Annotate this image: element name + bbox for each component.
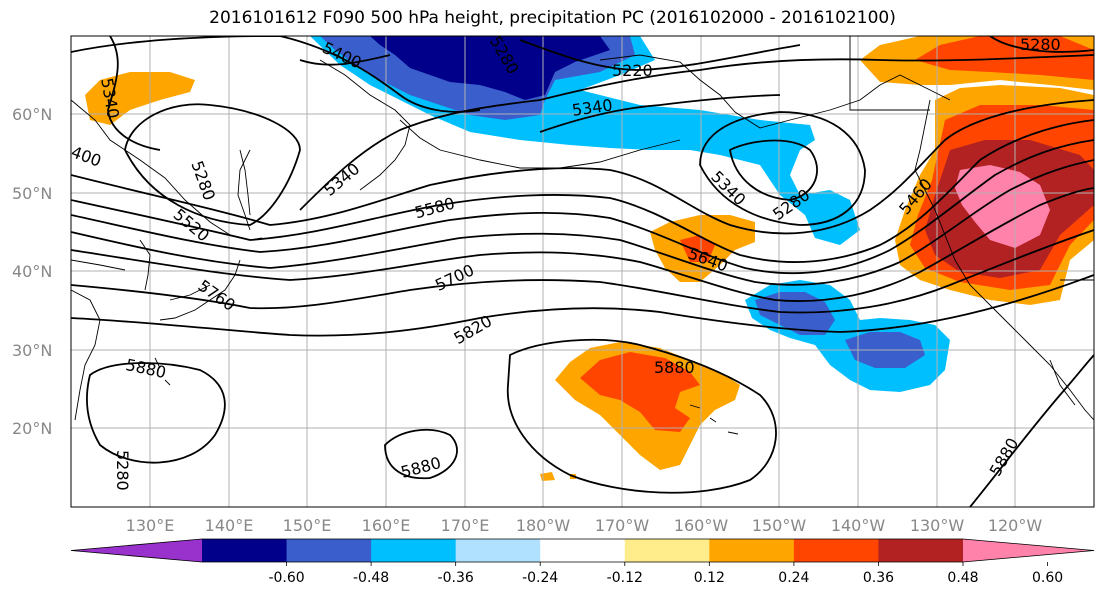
lon-label: 140°W [831, 516, 886, 535]
colorbar-tick-label: 0.60 [1032, 570, 1063, 586]
contour-5220-alaska [519, 39, 801, 71]
contour-label: 5220 [612, 61, 653, 80]
coast-kamchatka [319, 59, 441, 191]
lon-label: 160°E [362, 516, 411, 535]
map-title: 2016101612 F090 500 hPa height, precipit… [209, 8, 896, 28]
lon-label: 150°E [283, 516, 332, 535]
coast-border-box [849, 36, 1094, 281]
contour-5340-mid [299, 54, 1094, 211]
colorbar-extend-max [963, 539, 1094, 562]
lon-label: 120°W [988, 516, 1043, 535]
colorbar-bin [371, 539, 457, 562]
height-contours [71, 36, 1094, 507]
contour-5520 [71, 119, 1094, 263]
colorbar-tick-label: -0.12 [607, 570, 643, 586]
coast-hawaii [689, 404, 739, 435]
plot-frame [70, 35, 1095, 508]
colorbar-tick-label: -0.60 [268, 570, 304, 586]
coast-korea [71, 239, 151, 291]
colorbar-bin [878, 539, 964, 562]
lat-label: 20°N [12, 419, 52, 438]
coast-na-west [914, 99, 1094, 421]
lon-label: 130°E [126, 516, 175, 535]
contour-5340-alaska [539, 94, 781, 133]
lon-label: 140°E [205, 516, 254, 535]
contour-label: 5280 [1020, 35, 1061, 54]
coast-baja [1049, 359, 1076, 406]
colorbar-outline [70, 538, 1095, 563]
colorbar-bin [202, 539, 288, 562]
colorbar-bin [455, 539, 541, 562]
lon-label: 170°E [441, 516, 490, 535]
colorbar-tick-label: 0.12 [694, 570, 725, 586]
contour-5760 [71, 229, 1094, 314]
latitude-labels: 60°N 50°N 40°N 30°N 20°N [12, 105, 52, 438]
contour-label: 5280 [113, 450, 132, 491]
shade-pos-south-red [580, 352, 700, 432]
colorbar-bin [624, 539, 710, 562]
contour-5280-low [729, 139, 818, 201]
contour-5400-arc [299, 54, 391, 66]
graticule [71, 36, 1094, 507]
contour-5700 [71, 187, 1094, 302]
lat-label: 60°N [12, 105, 52, 124]
map-plot-area: 5340 5400 5280 5220 5340 5340 5280 5580 … [71, 35, 1094, 507]
colorbar-extend-min [71, 539, 202, 562]
coast-sakhalin [239, 149, 251, 216]
contour-5880-central [506, 338, 777, 494]
colorbar-tick-label: -0.24 [522, 570, 558, 586]
contour-5880-small [384, 428, 458, 480]
lat-label: 50°N [12, 184, 52, 203]
longitude-labels: 130°E 140°E 150°E 160°E 170°E 180°W 170°… [126, 516, 1043, 535]
coast-china [71, 289, 101, 421]
colorbar-bin [540, 539, 626, 562]
negative-pc-shading [310, 36, 950, 392]
contour-5580 [71, 139, 1094, 275]
colorbar-tick-label: 0.24 [778, 570, 809, 586]
lon-label: 160°W [674, 516, 729, 535]
colorbar-bin [793, 539, 879, 562]
shade-pos-nw [85, 72, 195, 125]
contour-5880-west [86, 362, 226, 464]
colorbar-bin [286, 539, 372, 562]
colorbar-tick-label: -0.48 [353, 570, 389, 586]
contour-5280-nw [124, 103, 301, 226]
lat-label: 40°N [12, 262, 52, 281]
colorbar-tick-label: -0.36 [438, 570, 474, 586]
shade-pos-east-pink [955, 165, 1050, 248]
contour-5640 [71, 159, 1094, 286]
colorbar: -0.60 -0.48 -0.36 -0.24 -0.12 0.12 0.24 0.36 0.4… [70, 538, 1095, 586]
lon-label: 170°W [595, 516, 650, 535]
contour-5340-north [107, 36, 161, 151]
colorbar-tick-label: 0.36 [863, 570, 894, 586]
contour-label: 5880 [654, 358, 695, 377]
contour-5820 [71, 274, 1094, 337]
colorbar-bin [709, 539, 795, 562]
lon-label: 130°W [910, 516, 965, 535]
shade-neg-east-core [755, 292, 835, 335]
lon-label: 150°W [752, 516, 807, 535]
lat-label: 30°N [12, 341, 52, 360]
contour-5340-low [699, 111, 866, 226]
shade-pos-small-1 [540, 472, 555, 481]
colorbar-tick-label: 0.48 [947, 570, 978, 586]
contour-5880-east [969, 354, 1094, 507]
shade-neg-north-core [370, 36, 610, 100]
lon-label: 180°W [516, 516, 571, 535]
contour-5400-north [71, 36, 481, 113]
contour-5460 [71, 99, 1094, 235]
contour-5880-topright [989, 36, 1094, 53]
